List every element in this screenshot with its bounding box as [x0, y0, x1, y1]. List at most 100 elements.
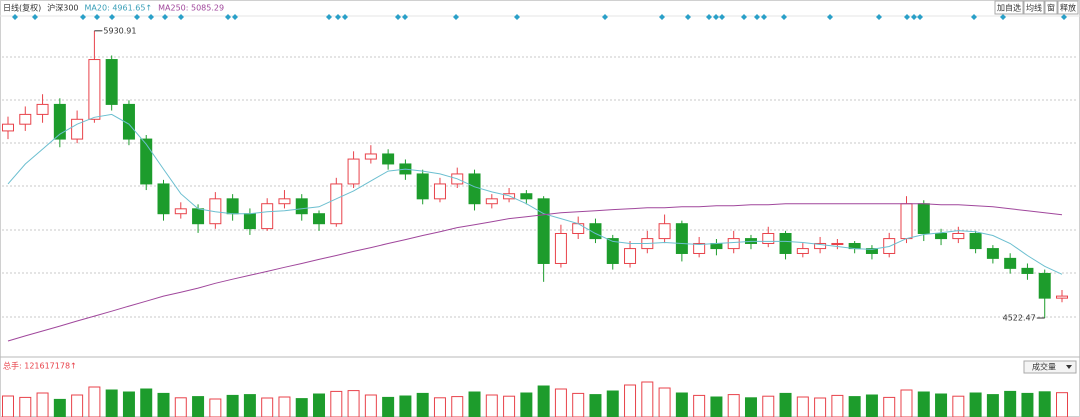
- header-item: MA250: 5085.29: [158, 4, 224, 13]
- volume-bar: [416, 392, 429, 417]
- candle-body: [520, 193, 533, 200]
- volume-bar: [710, 396, 723, 417]
- volume-bar: [624, 384, 637, 417]
- volume-bar: [572, 392, 585, 417]
- volume-bar: [278, 396, 291, 417]
- candle-body: [1038, 272, 1051, 299]
- volume-bar: [831, 394, 844, 417]
- volume-bar: [295, 398, 308, 417]
- volume-bar: [727, 394, 740, 417]
- volume-bar: [935, 393, 948, 417]
- volume-bar: [174, 397, 187, 417]
- toolbar-button[interactable]: [1057, 0, 1079, 15]
- candle-body: [969, 232, 982, 250]
- volume-bar: [226, 394, 239, 417]
- toolbar-button-label[interactable]: 均线: [1026, 3, 1042, 13]
- volume-bar: [986, 394, 999, 417]
- candle-body: [122, 103, 135, 140]
- volume-bar: [865, 394, 878, 417]
- volume-bar: [36, 392, 49, 417]
- candle-body: [1056, 295, 1068, 299]
- volume-bar: [468, 391, 481, 417]
- candle-body: [554, 232, 567, 264]
- candle-body: [986, 248, 999, 259]
- volume-bar: [814, 397, 827, 417]
- candle-body: [88, 59, 101, 120]
- volume-bar: [1056, 392, 1068, 417]
- candle-body: [831, 242, 844, 245]
- candle-body: [675, 223, 688, 254]
- candle-body: [2, 123, 14, 132]
- volume-bar: [313, 393, 326, 417]
- volume-button[interactable]: [1023, 360, 1077, 374]
- volume-bar: [433, 397, 446, 417]
- candle-body: [900, 203, 913, 240]
- volume-bar: [848, 396, 861, 417]
- candle-body: [796, 248, 809, 254]
- candle-body: [727, 238, 740, 250]
- candle-body: [710, 242, 723, 250]
- candle-body: [624, 248, 637, 264]
- toolbar-button-label[interactable]: 窗: [1047, 3, 1055, 13]
- candle-body: [243, 213, 256, 230]
- candle-body: [1004, 257, 1017, 269]
- candle-body: [174, 208, 187, 215]
- candle-body: [192, 208, 205, 225]
- volume-button-label[interactable]: 成交量: [1032, 362, 1056, 372]
- volume-bar: [192, 396, 205, 417]
- candle-body: [140, 138, 153, 185]
- candle-body: [779, 232, 792, 254]
- low-annotation: 4522.47: [1003, 314, 1036, 323]
- volume-bar: [520, 392, 533, 417]
- candle-body: [952, 232, 965, 240]
- toolbar-button-label[interactable]: 加自选: [997, 3, 1021, 13]
- volume-bar: [796, 396, 809, 417]
- volume-bar: [2, 395, 14, 417]
- candle-body: [53, 103, 66, 140]
- candle-body: [226, 198, 239, 215]
- candle-body: [589, 223, 602, 240]
- volume-bar: [693, 394, 706, 417]
- toolbar-button[interactable]: [994, 0, 1024, 15]
- event-markers: [12, 14, 1067, 20]
- volume-bar: [969, 392, 982, 417]
- candle-body: [364, 153, 377, 160]
- volume-bar: [658, 387, 671, 417]
- candle-body: [71, 118, 84, 140]
- volume-bar: [364, 394, 377, 417]
- candle-body: [36, 103, 49, 115]
- volume-bar: [675, 392, 688, 417]
- volume-bar: [744, 397, 757, 417]
- volume-bar: [53, 398, 66, 417]
- toolbar-button[interactable]: [1044, 0, 1058, 15]
- header-item: MA20: 4961.65↑: [85, 4, 153, 13]
- volume-bar: [243, 394, 256, 417]
- volume-bar: [641, 381, 654, 417]
- volume-bar: [762, 395, 775, 417]
- candle-body: [347, 158, 360, 185]
- volume-bar: [1038, 391, 1051, 417]
- candle-body: [865, 248, 878, 254]
- volume-bar: [1021, 392, 1034, 417]
- candle-body: [537, 198, 550, 264]
- volume-bar: [606, 390, 619, 417]
- moving-average-line: [7, 113, 1063, 275]
- toolbar-button-label[interactable]: 释放: [1060, 3, 1076, 13]
- volume-bar: [554, 388, 567, 417]
- volume-bar: [917, 391, 930, 417]
- volume-bar: [140, 388, 153, 417]
- candle-body: [606, 238, 619, 264]
- candle-body: [295, 198, 308, 215]
- candle-body: [935, 232, 948, 240]
- dropdown-arrow[interactable]: [1066, 365, 1072, 369]
- candle-body: [278, 198, 291, 205]
- header-item: 沪深300: [47, 3, 78, 13]
- candle-body: [693, 242, 706, 254]
- candle-body: [313, 213, 326, 225]
- candle-body: [416, 173, 429, 200]
- toolbar-button[interactable]: [1023, 0, 1045, 15]
- candle-body: [762, 232, 775, 244]
- candle-body: [330, 183, 343, 225]
- candle-body: [814, 242, 827, 250]
